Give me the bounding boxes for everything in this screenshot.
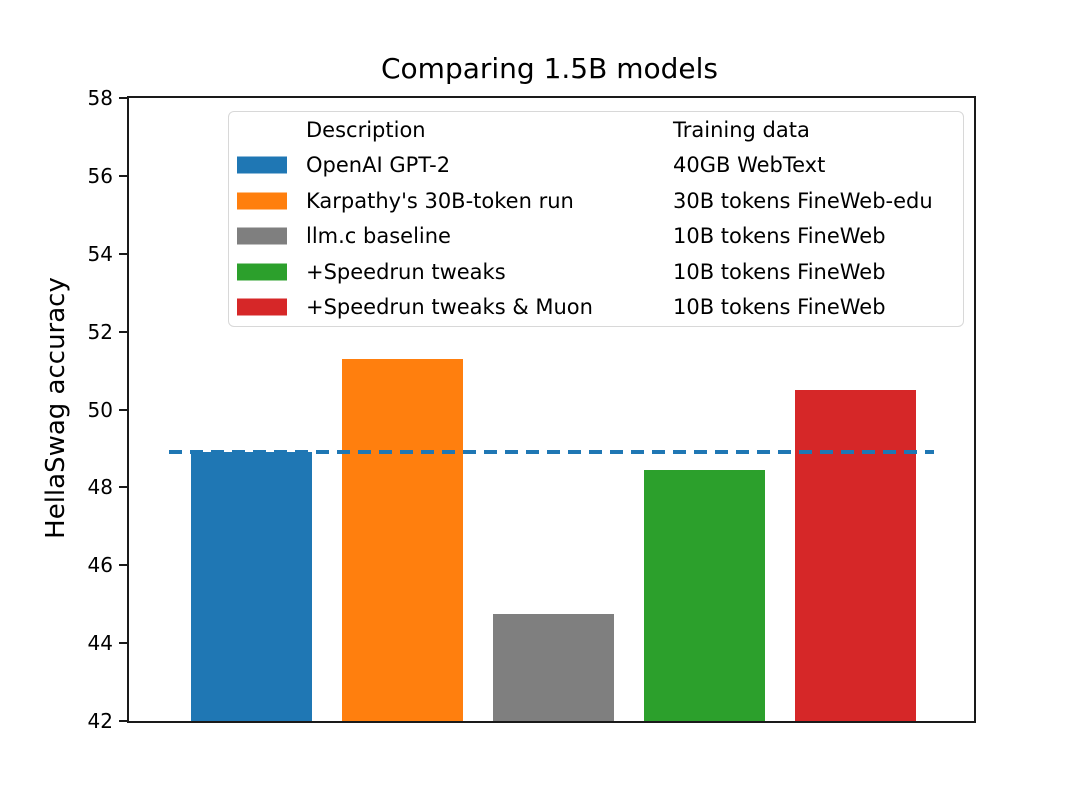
bar-1 <box>191 452 312 721</box>
legend-training-data: 40GB WebText <box>673 153 826 178</box>
legend-description: +Speedrun tweaks & Muon <box>306 295 593 320</box>
reference-dashed-line <box>169 450 934 455</box>
legend-swatch <box>237 227 287 245</box>
legend-rows: Description Training data OpenAI GPT-2 40GB… <box>229 112 963 325</box>
y-tick-label: 44 <box>87 631 113 656</box>
y-tick-mark <box>119 252 127 255</box>
chart-title: Comparing 1.5B models <box>380 52 718 85</box>
y-tick-mark <box>119 97 127 99</box>
bar-2 <box>342 358 463 721</box>
legend-description: OpenAI GPT-2 <box>306 153 451 178</box>
legend-header-row: Description Training data <box>229 112 963 148</box>
legend-entry-row: Karpathy's 30B-token run 30B tokens FineW… <box>229 183 963 219</box>
legend-description: llm.c baseline <box>306 224 451 249</box>
bar-5 <box>795 390 916 721</box>
legend-swatch <box>237 263 287 281</box>
legend-swatch <box>237 156 287 174</box>
y-tick-mark <box>119 174 127 177</box>
y-tick-label: 50 <box>87 397 113 422</box>
legend-entry-row: +Speedrun tweaks & Muon 10B tokens FineWe… <box>229 290 963 326</box>
y-tick-label: 58 <box>87 86 113 110</box>
legend-training-data: 10B tokens FineWeb <box>673 259 886 284</box>
y-tick-label: 54 <box>87 241 113 266</box>
legend-description: Karpathy's 30B-token run <box>306 188 574 213</box>
y-tick-label: 42 <box>87 709 113 733</box>
y-tick-label: 48 <box>87 475 113 500</box>
y-tick-mark <box>119 330 127 333</box>
y-tick-label: 46 <box>87 553 113 578</box>
bar-4 <box>644 469 765 721</box>
y-tick-mark <box>119 720 127 722</box>
legend: Description Training data OpenAI GPT-2 40GB… <box>228 111 964 327</box>
legend-swatch <box>237 298 287 316</box>
y-tick-mark <box>119 642 127 645</box>
legend-training-data: Training data <box>673 117 810 142</box>
legend-description: Description <box>306 117 426 142</box>
y-tick-label: 52 <box>87 319 113 344</box>
y-axis-label: HellaSwag accuracy <box>41 277 71 539</box>
legend-training-data: 30B tokens FineWeb-edu <box>673 188 933 213</box>
y-tick-mark <box>119 564 127 567</box>
legend-entry-row: llm.c baseline 10B tokens FineWeb <box>229 219 963 255</box>
y-tick-mark <box>119 486 127 489</box>
legend-training-data: 10B tokens FineWeb <box>673 295 886 320</box>
legend-entry-row: OpenAI GPT-2 40GB WebText <box>229 148 963 184</box>
legend-description: +Speedrun tweaks <box>306 259 506 284</box>
legend-swatch <box>237 192 287 210</box>
y-tick-label: 56 <box>87 163 113 188</box>
legend-training-data: 10B tokens FineWeb <box>673 224 886 249</box>
y-tick-mark <box>119 408 127 411</box>
legend-entry-row: +Speedrun tweaks 10B tokens FineWeb <box>229 254 963 290</box>
plot-area: 42 44 46 48 50 52 54 56 58 Description Training d… <box>88 86 976 733</box>
bar-3 <box>493 613 614 721</box>
